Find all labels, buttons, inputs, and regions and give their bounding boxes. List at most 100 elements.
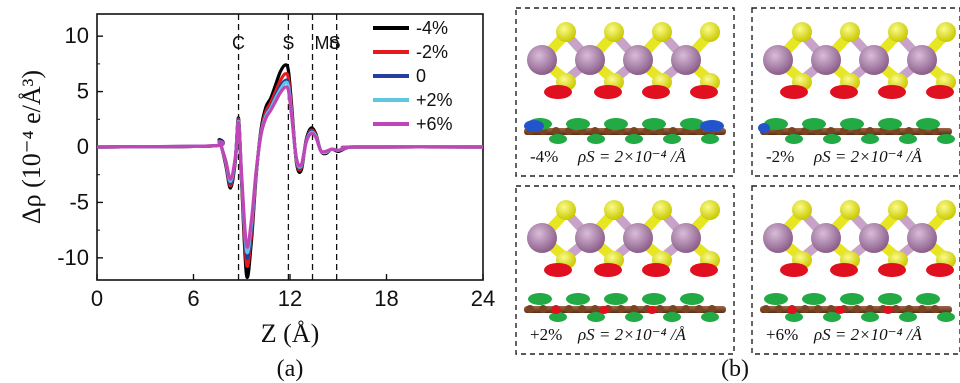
c-atom <box>827 127 835 135</box>
structure-panel-1: -2% ρS = 2×10⁻⁴ /Å <box>751 7 960 177</box>
legend-label: +2% <box>416 90 453 110</box>
density-label: ρS = 2×10⁻⁴ /Å <box>577 325 686 344</box>
charge-lobe-green <box>899 312 917 322</box>
legend-label: +6% <box>416 114 453 134</box>
c-atom <box>788 127 796 135</box>
y-tick-label: -5 <box>69 189 89 214</box>
c-atom <box>591 127 599 135</box>
mo-atom <box>671 223 701 253</box>
charge-lobe-red <box>878 85 906 99</box>
caption-b: (b) <box>721 356 749 382</box>
charge-lobe-green <box>785 134 803 144</box>
charge-lobe-green <box>823 312 841 322</box>
mo-atom <box>907 223 937 253</box>
strain-label: -4% <box>530 147 558 166</box>
c-atom <box>801 127 809 135</box>
c-atom <box>552 127 560 135</box>
x-tick-label: 18 <box>374 286 398 311</box>
charge-lobe-red <box>647 306 657 314</box>
s-atom <box>556 200 576 220</box>
mo-atom <box>763 45 793 75</box>
charge-lobe-green <box>701 312 719 322</box>
c-atom <box>591 305 599 313</box>
c-atom <box>905 127 913 135</box>
legend-label: -4% <box>416 18 448 38</box>
c-atom <box>853 305 861 313</box>
s-atom <box>888 200 908 220</box>
mo-atom <box>575 45 605 75</box>
charge-lobe-red <box>835 306 845 314</box>
s-atom <box>840 200 860 220</box>
s-atom <box>652 200 672 220</box>
c-atom <box>918 305 926 313</box>
charge-lobe-green <box>764 293 788 305</box>
s-atom <box>936 22 956 42</box>
charge-lobe-green <box>899 134 917 144</box>
charge-lobe-red <box>926 263 954 277</box>
charge-lobe-red <box>690 85 718 99</box>
c-atom <box>708 305 716 313</box>
charge-lobe-green <box>802 118 826 130</box>
mo-atom <box>811 223 841 253</box>
x-tick-label: 12 <box>278 286 302 311</box>
charge-lobe-red <box>883 306 893 314</box>
charge-lobe-red <box>551 306 561 314</box>
structure-panel-3: +6% ρS = 2×10⁻⁴ /Å <box>751 185 960 355</box>
charge-lobe-green <box>604 118 628 130</box>
c-atom <box>669 305 677 313</box>
charge-lobe-green <box>840 293 864 305</box>
legend-label: 0 <box>416 66 426 86</box>
mo-atom <box>623 45 653 75</box>
atom-marker-label: Mo <box>315 33 340 53</box>
s-atom <box>556 22 576 42</box>
mo-atom <box>623 223 653 253</box>
charge-lobe-green <box>663 312 681 322</box>
charge-lobe-green <box>587 312 605 322</box>
structure-panel-0: -4% ρS = 2×10⁻⁴ /Å <box>515 7 735 177</box>
charge-lobe-green <box>802 293 826 305</box>
c-atom <box>801 305 809 313</box>
c-atom <box>892 305 900 313</box>
density-label: ρS = 2×10⁻⁴ /Å <box>813 147 922 166</box>
mo-atom <box>859 223 889 253</box>
charge-lobe-green <box>528 293 552 305</box>
charge-lobe-green <box>587 134 605 144</box>
charge-lobe-green <box>764 118 788 130</box>
density-label: ρS = 2×10⁻⁴ /Å <box>813 325 922 344</box>
mo-atom <box>763 223 793 253</box>
series-line-4 <box>97 85 483 249</box>
charge-lobe-green <box>642 118 666 130</box>
c-atom <box>656 305 664 313</box>
s-atom <box>792 200 812 220</box>
y-tick-label: 0 <box>77 134 89 159</box>
c-atom <box>814 305 822 313</box>
charge-lobe-green <box>566 118 590 130</box>
c-atom <box>578 305 586 313</box>
charge-lobe-green <box>625 312 643 322</box>
charge-lobe-blue <box>524 120 544 132</box>
charge-lobe-red <box>787 306 797 314</box>
charge-lobe-green <box>878 293 902 305</box>
strain-label: -2% <box>766 147 794 166</box>
structure-panels: -4% ρS = 2×10⁻⁴ /Å -2% ρS = 2×10⁻⁴ /Å +2% ρS … <box>515 7 960 355</box>
charge-lobe-red <box>780 85 808 99</box>
s-atom <box>700 200 720 220</box>
mo-atom <box>811 45 841 75</box>
x-tick-label: 6 <box>187 286 199 311</box>
charge-lobe-green <box>701 134 719 144</box>
charge-lobe-green <box>861 134 879 144</box>
charge-lobe-green <box>549 312 567 322</box>
c-atom <box>565 127 573 135</box>
c-atom <box>617 305 625 313</box>
charge-lobe-green <box>937 312 955 322</box>
charge-lobe-blue <box>758 123 770 133</box>
charge-lobe-green <box>642 293 666 305</box>
legend-label: -2% <box>416 42 448 62</box>
c-atom <box>866 127 874 135</box>
mo-atom <box>527 223 557 253</box>
charge-lobe-green <box>663 134 681 144</box>
charge-lobe-green <box>625 134 643 144</box>
s-atom <box>652 22 672 42</box>
charge-lobe-green <box>861 312 879 322</box>
